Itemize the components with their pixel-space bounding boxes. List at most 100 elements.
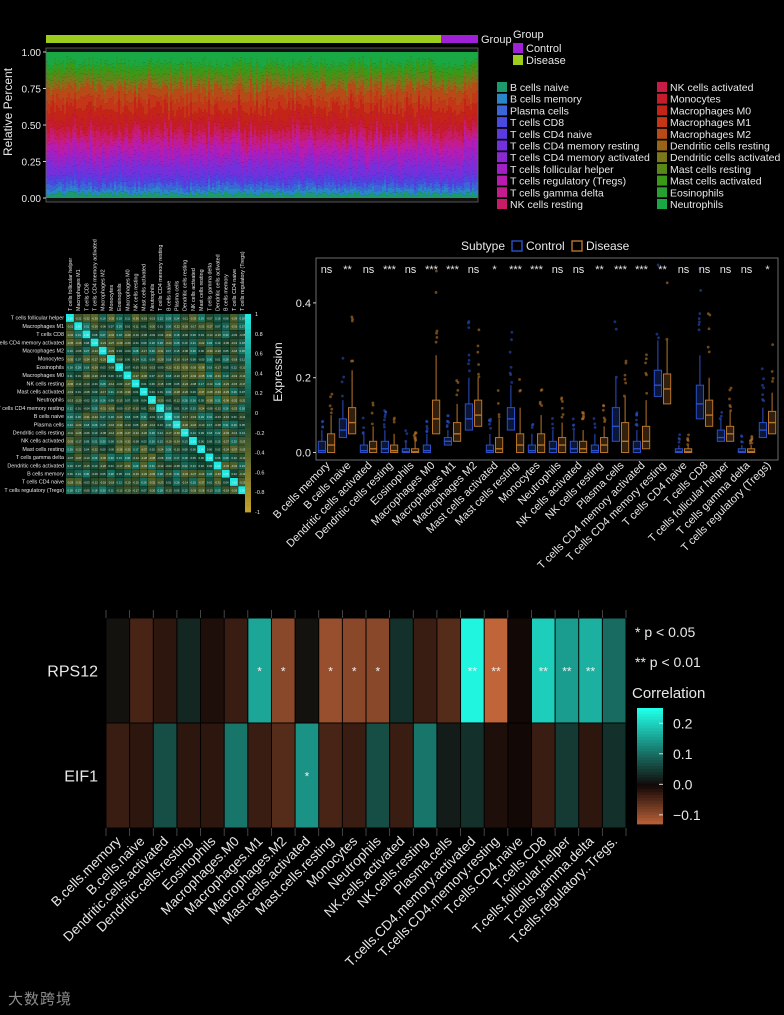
stack-segment-19 (192, 74, 195, 83)
stack-segment-19 (344, 73, 347, 81)
stack-segment-12 (364, 127, 367, 130)
stack-segment-20 (146, 69, 149, 76)
stack-segment-21 (376, 65, 379, 68)
stack-segment-2 (90, 185, 93, 193)
stack-segment-5 (394, 176, 397, 183)
stack-segment-4 (372, 178, 375, 183)
stack-segment-6 (200, 161, 203, 177)
stack-segment-3 (302, 187, 305, 191)
stack-segment-16 (148, 80, 151, 95)
stack-segment-12 (468, 127, 471, 130)
stack-segment-8 (90, 141, 93, 152)
stack-segment-21 (462, 65, 465, 72)
stack-segment-13 (222, 127, 225, 133)
stack-segment-4 (250, 177, 253, 184)
stack-segment-7 (68, 156, 71, 164)
stack-segment-1 (188, 195, 191, 198)
stack-segment-5 (188, 180, 191, 185)
stack-segment-12 (266, 124, 269, 130)
stack-segment-15 (458, 105, 461, 115)
stack-segment-18 (244, 82, 247, 88)
stack-segment-11 (296, 123, 299, 129)
stack-segment-3 (164, 186, 167, 189)
stack-segment-3 (306, 181, 309, 186)
stack-segment-10 (116, 138, 119, 147)
stack-segment-5 (424, 172, 427, 178)
stack-segment-20 (202, 66, 205, 74)
stack-segment-15 (370, 90, 373, 104)
stack-segment-18 (414, 84, 417, 92)
stack-segment-4 (354, 179, 357, 184)
stack-segment-16 (364, 94, 367, 103)
stack-segment-13 (118, 112, 121, 124)
stack-segment-5 (382, 176, 385, 182)
stack-segment-3 (244, 183, 247, 189)
stack-segment-11 (144, 131, 147, 137)
stack-segment-2 (248, 189, 251, 195)
stack-segment-7 (444, 161, 447, 167)
stack-segment-10 (202, 134, 205, 145)
stack-segment-18 (68, 76, 71, 83)
stacked-column (220, 52, 223, 198)
stack-segment-13 (154, 118, 157, 127)
stack-segment-9 (160, 146, 163, 156)
stack-segment-1 (206, 195, 209, 198)
stack-segment-5 (464, 171, 467, 177)
stack-segment-21 (238, 60, 241, 66)
stack-segment-1 (106, 192, 109, 198)
stack-segment-19 (442, 72, 445, 77)
stack-segment-5 (228, 171, 231, 178)
stack-segment-10 (310, 129, 313, 139)
stack-segment-5 (164, 175, 167, 180)
stack-segment-11 (72, 130, 75, 138)
stack-segment-7 (292, 156, 295, 162)
stack-segment-9 (94, 154, 97, 163)
stack-segment-2 (338, 187, 341, 193)
stack-segment-13 (386, 119, 389, 130)
stack-segment-9 (430, 137, 433, 148)
stack-segment-4 (120, 173, 123, 182)
stack-segment-5 (462, 177, 465, 182)
stack-segment-10 (248, 145, 251, 152)
stack-segment-21 (412, 62, 415, 69)
stack-segment-12 (470, 129, 473, 133)
stack-segment-14 (124, 105, 127, 116)
stack-segment-9 (352, 145, 355, 153)
stack-segment-16 (274, 88, 277, 100)
stack-segment-11 (276, 133, 279, 139)
stack-segment-9 (244, 149, 247, 154)
stack-segment-13 (88, 112, 91, 126)
stack-segment-3 (220, 184, 223, 190)
stack-segment-16 (100, 86, 103, 101)
stack-segment-4 (450, 185, 453, 190)
stack-segment-22 (204, 52, 207, 58)
stack-segment-10 (316, 139, 319, 148)
stack-segment-16 (116, 90, 119, 103)
stack-segment-2 (254, 191, 257, 195)
stack-segment-19 (444, 79, 447, 87)
stack-segment-4 (124, 177, 127, 182)
stack-segment-6 (180, 169, 183, 177)
stack-segment-20 (70, 62, 73, 69)
stack-segment-21 (208, 61, 211, 66)
stack-segment-8 (320, 151, 323, 159)
stack-segment-3 (194, 185, 197, 193)
stack-segment-10 (216, 135, 219, 140)
stack-segment-4 (184, 186, 187, 189)
stack-segment-19 (102, 77, 105, 82)
stack-segment-8 (396, 149, 399, 155)
stack-segment-14 (242, 111, 245, 125)
stack-segment-15 (248, 101, 251, 116)
stack-segment-6 (452, 170, 455, 175)
stack-segment-10 (352, 138, 355, 146)
stack-segment-3 (166, 183, 169, 190)
stack-segment-17 (222, 89, 225, 93)
stack-segment-1 (278, 191, 281, 198)
stack-segment-14 (154, 107, 157, 118)
stack-segment-14 (398, 114, 401, 123)
stack-segment-18 (272, 80, 275, 86)
stack-segment-5 (262, 178, 265, 183)
stacked-column (128, 52, 131, 198)
stacked-column (288, 52, 291, 198)
stack-segment-9 (370, 145, 373, 150)
